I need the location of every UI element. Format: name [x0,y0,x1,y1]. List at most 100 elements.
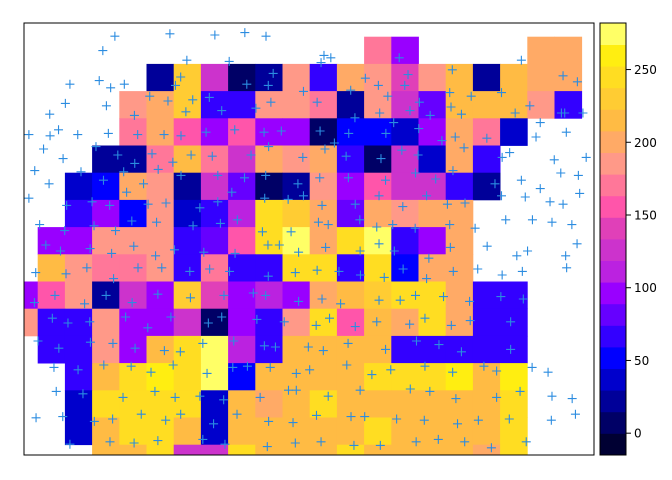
data-point-marker [381,344,391,354]
data-point-marker [367,370,377,380]
data-point-marker [209,419,219,429]
data-point-marker [47,313,57,323]
data-point-marker [298,152,308,162]
data-point-marker [319,50,329,60]
data-point-marker [264,142,274,152]
data-point-marker [270,342,280,352]
data-point-marker [163,96,173,106]
heatmap-cell [336,91,365,119]
data-point-marker [570,409,580,419]
heatmap-cell [228,227,256,255]
data-point-marker [165,29,175,39]
data-point-marker [153,164,163,174]
heatmap-cell [92,390,120,418]
data-point-marker [448,166,458,176]
heatmap-cell [228,254,256,282]
data-point-marker [151,251,161,261]
data-point-marker [288,418,298,428]
data-point-marker [276,126,286,136]
data-point-marker [346,85,356,95]
heatmap-cell [200,145,229,174]
data-point-marker [298,86,308,96]
data-point-marker [78,389,88,399]
data-point-marker [572,239,582,249]
data-point-marker [24,130,34,140]
heatmap-cell [500,444,528,456]
heatmap-cell [445,417,474,446]
data-point-marker [50,290,60,300]
data-point-marker [188,221,198,231]
data-point-marker [188,95,198,105]
heatmap-cell [418,308,447,337]
data-point-marker [422,274,432,284]
data-point-marker [516,175,526,185]
data-point-marker [326,53,336,63]
data-point-marker [217,312,227,322]
data-point-marker [82,263,92,273]
heatmap-cell [336,444,365,456]
heatmap-cell [472,63,501,92]
data-point-marker [388,220,398,230]
data-point-marker [118,392,128,402]
data-point-marker [575,188,585,198]
data-point-marker [318,346,328,356]
data-point-marker [567,220,577,230]
data-point-marker [219,395,229,405]
heatmap-cell [92,254,120,282]
data-point-marker [33,336,43,346]
data-point-marker [298,191,308,201]
data-point-marker [375,108,385,118]
heatmap-cell [364,444,392,456]
heatmap-cell [228,390,256,418]
data-point-marker [105,200,115,210]
data-point-marker [320,144,330,154]
data-point-marker [414,124,424,134]
data-point-marker [257,227,267,237]
colorbar-segment [600,239,626,261]
data-point-marker [517,266,527,276]
data-point-marker [372,317,382,327]
heatmap-cell [255,63,283,92]
heatmap-cell [282,254,311,282]
data-point-marker [360,73,370,83]
heatmap-cell [418,63,447,92]
data-point-marker [506,344,516,354]
heatmap-cell [500,308,528,337]
heatmap-cell [92,308,120,337]
heatmap-cell [418,254,447,282]
data-point-marker [85,244,95,254]
data-point-marker [232,409,242,419]
data-point-marker [372,222,382,232]
data-point-marker [113,150,123,160]
data-point-marker [329,138,339,148]
heatmap-cell [445,63,474,92]
colorbar-border [599,22,627,456]
data-point-marker [400,80,410,90]
data-point-marker [315,126,325,136]
data-point-marker [294,247,304,257]
data-point-marker [317,294,327,304]
heatmap-cell [364,281,392,310]
data-point-marker [556,168,566,178]
heatmap-cell [391,390,419,418]
data-point-marker [219,290,229,300]
heatmap-cell [391,36,419,65]
data-point-marker [518,294,528,304]
heatmap-cell [364,145,392,174]
heatmap-cell [554,63,583,92]
data-point-marker [341,151,351,161]
heatmap-cell [472,335,501,364]
data-point-marker [336,299,346,309]
data-point-marker [501,215,511,225]
data-point-marker [210,30,220,40]
heatmap-cell [173,172,202,201]
data-point-marker [242,79,252,89]
data-point-marker [294,296,304,306]
data-point-marker [355,385,365,395]
heatmap-cell [173,145,202,174]
data-point-marker [505,148,515,158]
data-point-marker [386,365,396,375]
data-point-marker [420,313,430,323]
data-point-marker [403,70,413,80]
data-point-marker [109,274,119,284]
